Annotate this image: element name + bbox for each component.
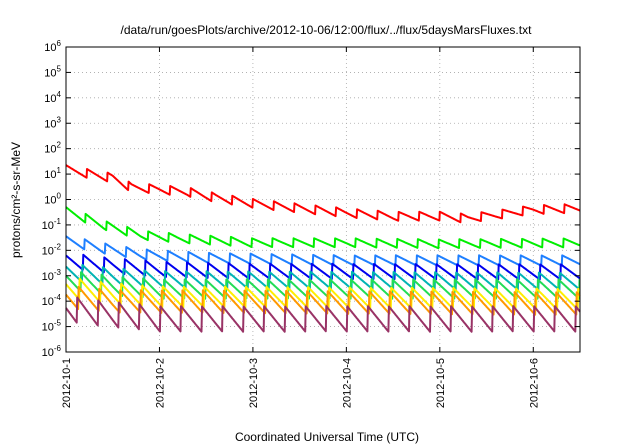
- x-tick-label: 2012-10-1: [61, 358, 73, 408]
- series-line-9: [65, 296, 581, 333]
- x-axis: 2012-10-1 2012-10-2 2012-10-3 2012-10-4 2012…: [61, 47, 540, 408]
- y-tick-label: 10-1: [42, 217, 62, 232]
- series-line-4: [65, 253, 581, 281]
- grid: [66, 47, 580, 352]
- y-tick-label: 10-5: [42, 319, 62, 334]
- series-group: [65, 164, 581, 333]
- y-tick-label: 103: [44, 115, 61, 130]
- y-axis-label: protons/cm²-s-sr-MeV: [9, 142, 23, 258]
- y-tick-label: 10-2: [42, 242, 62, 257]
- y-tick-label: 10-3: [42, 268, 62, 283]
- series-line-3: [65, 235, 581, 267]
- y-tick-label: 101: [44, 166, 61, 181]
- y-tick-label: 106: [44, 39, 61, 54]
- y-tick-label: 102: [44, 141, 61, 156]
- y-tick-label: 10-6: [42, 344, 62, 359]
- x-tick-label: 2012-10-2: [154, 358, 166, 408]
- y-tick-label: 105: [44, 64, 61, 79]
- series-line-5: [65, 263, 581, 291]
- x-tick-label: 2012-10-6: [528, 358, 540, 408]
- x-tick-label: 2012-10-4: [341, 358, 353, 408]
- y-tick-label: 104: [44, 90, 61, 105]
- series-line-1: [65, 164, 581, 224]
- series-line-2: [65, 206, 581, 250]
- x-axis-label: Coordinated Universal Time (UTC): [235, 430, 419, 444]
- x-tick-label: 2012-10-5: [435, 358, 447, 408]
- chart-title: /data/run/goesPlots/archive/2012-10-06/1…: [121, 23, 533, 37]
- y-tick-label: 100: [44, 192, 61, 207]
- x-tick-label: 2012-10-3: [248, 358, 260, 408]
- y-axis: 10-6 10-5 10-4 10-3 10-2 10-1 100 101 102 103 104 1…: [42, 39, 580, 359]
- series-line-8: [65, 285, 581, 316]
- y-tick-label: 10-4: [42, 293, 62, 308]
